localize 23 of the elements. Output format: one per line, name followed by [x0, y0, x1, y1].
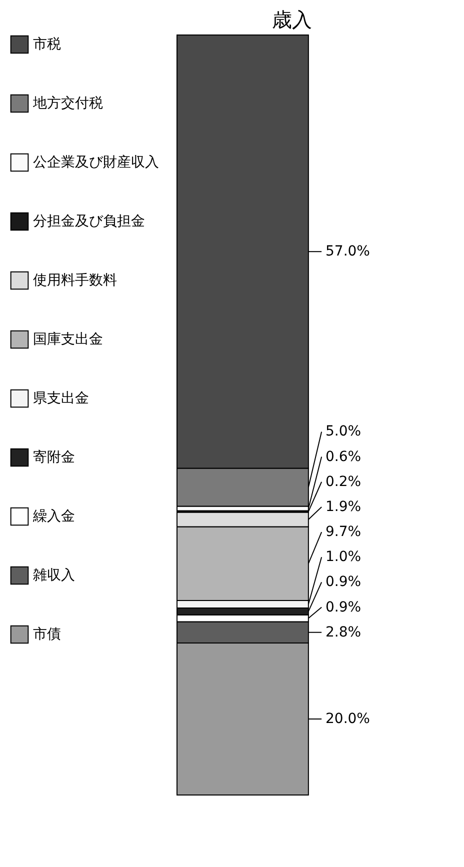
legend-label: 地方交付税 — [32, 96, 103, 112]
legend-label: 国庫支出金 — [33, 332, 103, 348]
legend-label: 繰入金 — [32, 508, 75, 524]
data-label: 0.6% — [326, 448, 362, 465]
legend-label: 市債 — [33, 626, 61, 642]
data-label: 5.0% — [326, 424, 362, 440]
legend-label: 寄附金 — [33, 450, 75, 466]
legend-label: 市税 — [33, 36, 61, 52]
legend-label: 使用料手数料 — [33, 272, 117, 288]
data-label: 2.8% — [326, 624, 362, 640]
data-label: 9.7% — [326, 524, 362, 540]
chart-title: 歳入 — [272, 8, 312, 32]
data-label: 0.2% — [326, 474, 362, 490]
data-label: 0.9% — [326, 599, 362, 616]
legend-label: 公企業及び財産収入 — [33, 154, 159, 170]
data-label: 57.0% — [326, 244, 370, 260]
data-label: 1.0% — [326, 549, 362, 566]
legend-label: 県支出金 — [33, 390, 89, 406]
legend-label: 分担金及び負担金 — [33, 214, 145, 230]
data-label: 0.9% — [326, 574, 362, 590]
data-label: 20.0% — [326, 711, 370, 727]
data-label: 1.9% — [326, 498, 362, 515]
legend-label: 雑収入 — [33, 568, 75, 584]
